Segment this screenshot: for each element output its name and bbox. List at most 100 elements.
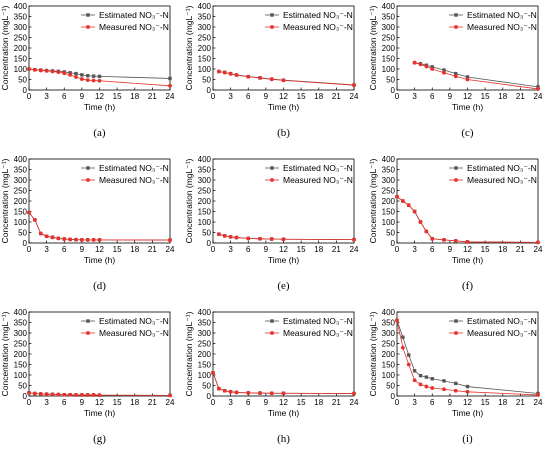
y-tick-label: 250 — [14, 186, 28, 195]
series-line — [396, 196, 539, 243]
y-axis-label: Concentration (mgL⁻¹) — [368, 158, 378, 243]
x-tick-label: 15 — [481, 92, 490, 101]
x-tick-label: 21 — [516, 398, 525, 407]
data-point — [400, 345, 405, 350]
data-point — [74, 237, 78, 242]
x-tick-label: 9 — [80, 245, 85, 254]
x-tick-label: 3 — [228, 92, 233, 101]
x-tick-label: 3 — [44, 245, 49, 254]
y-tick-label: 50 — [202, 228, 211, 237]
y-axis-label: Concentration (mgL⁻¹) — [184, 5, 194, 90]
x-tick-label: 18 — [130, 398, 139, 407]
y-tick-label: 250 — [14, 33, 28, 42]
y-tick-label: 300 — [14, 329, 28, 338]
x-tick-label: 15 — [297, 245, 306, 254]
x-tick-label: 12 — [95, 245, 104, 254]
legend-marker — [86, 178, 90, 182]
x-tick-label: 18 — [130, 92, 139, 101]
x-tick-label: 0 — [211, 92, 216, 101]
x-tick-label: 15 — [481, 245, 490, 254]
x-tick-label: 24 — [166, 92, 175, 101]
data-point — [430, 377, 434, 381]
x-tick-label: 9 — [448, 245, 453, 254]
data-point — [406, 203, 411, 208]
data-point — [465, 389, 470, 394]
y-axis-label: Concentration (mgL⁻¹) — [368, 311, 378, 396]
data-point — [234, 235, 239, 240]
data-point — [38, 392, 43, 396]
data-point — [424, 229, 429, 234]
data-point — [97, 78, 102, 83]
series-line — [218, 71, 355, 86]
x-tick-label: 12 — [279, 245, 288, 254]
data-point — [352, 391, 356, 396]
x-tick-label: 21 — [148, 92, 157, 101]
y-tick-label: 350 — [198, 318, 212, 327]
legend-marker — [454, 178, 458, 182]
chart-panel: 0 3 6 9 12 15 18 21 24050100150200250300350400Ti… — [368, 2, 543, 139]
y-tick-label: 350 — [14, 318, 28, 327]
x-tick-label: 18 — [498, 245, 507, 254]
y-tick-label: 200 — [198, 197, 212, 206]
data-point — [281, 78, 286, 83]
y-tick-label: 300 — [382, 176, 396, 185]
chart-panel: 0 3 6 9 12 15 18 21 24050100150200250300350400Ti… — [184, 2, 359, 139]
data-point — [454, 71, 458, 76]
data-point — [424, 64, 429, 69]
data-point — [79, 77, 84, 81]
data-point — [430, 67, 435, 71]
y-tick-label: 100 — [198, 371, 212, 380]
panel-caption: (h) — [277, 433, 290, 445]
x-tick-label: 9 — [80, 92, 85, 101]
data-point — [430, 236, 435, 241]
y-tick-label: 100 — [14, 218, 28, 227]
x-tick-label: 15 — [113, 245, 122, 254]
y-axis-label: Concentration (mgL⁻¹) — [368, 5, 378, 90]
x-tick-label: 9 — [264, 92, 269, 101]
data-point — [216, 69, 221, 74]
y-tick-label: 0 — [23, 392, 28, 401]
y-tick-label: 0 — [207, 86, 212, 95]
data-point — [453, 74, 458, 79]
data-point — [246, 390, 251, 395]
y-tick-label: 50 — [386, 75, 395, 84]
x-tick-label: 3 — [44, 398, 49, 407]
data-point — [97, 393, 102, 398]
y-tick-label: 150 — [14, 207, 28, 216]
data-point — [258, 236, 262, 241]
x-tick-label: 3 — [228, 245, 233, 254]
y-tick-label: 50 — [386, 381, 395, 390]
series-line — [212, 372, 355, 394]
x-tick-label: 24 — [534, 398, 543, 407]
data-point — [44, 234, 49, 239]
data-point — [38, 68, 43, 73]
x-tick-label: 21 — [516, 92, 525, 101]
data-point — [352, 237, 356, 242]
data-point — [74, 71, 78, 76]
y-tick-label: 200 — [382, 44, 396, 53]
y-tick-label: 300 — [198, 176, 212, 185]
data-point — [281, 391, 286, 396]
data-point — [395, 318, 399, 323]
y-tick-label: 50 — [18, 75, 27, 84]
legend-label: Measured NO₃⁻-N — [99, 175, 169, 185]
legend-label: Measured NO₃⁻-N — [467, 22, 537, 32]
chart-panel: 0 3 6 9 12 15 18 21 24050100150200250300350400Ti… — [368, 155, 543, 292]
x-tick-label: 18 — [314, 245, 323, 254]
legend-label: Measured NO₃⁻-N — [283, 175, 353, 185]
data-point — [442, 387, 446, 392]
chart-panel: 0 3 6 9 12 15 18 21 24050100150200250300350400Ti… — [184, 155, 359, 292]
legend-marker — [454, 25, 458, 29]
x-tick-label: 6 — [430, 398, 435, 407]
legend-marker — [270, 25, 274, 29]
y-tick-label: 100 — [14, 65, 28, 74]
data-point — [85, 78, 90, 83]
legend-label: Estimated NO₃⁻-N — [467, 316, 537, 326]
legend-label: Estimated NO₃⁻-N — [99, 316, 169, 326]
y-tick-label: 50 — [202, 381, 211, 390]
legend-label: Estimated NO₃⁻-N — [99, 163, 169, 173]
y-tick-label: 150 — [382, 54, 396, 63]
data-point — [74, 75, 78, 79]
data-point — [412, 60, 417, 65]
x-axis-label: Time (h) — [84, 255, 115, 265]
